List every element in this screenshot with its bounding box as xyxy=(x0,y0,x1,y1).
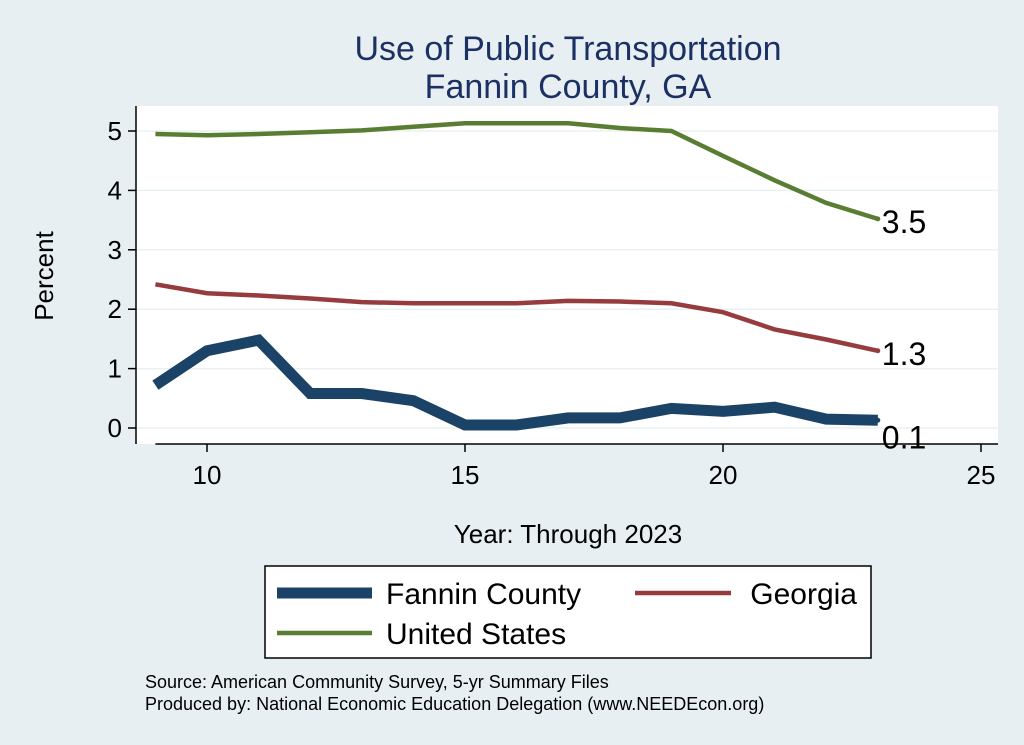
producer-note: Produced by: National Economic Education… xyxy=(145,694,764,714)
legend-label-georgia: Georgia xyxy=(750,578,857,611)
end-marker-fannin-county xyxy=(875,417,881,423)
legend-box xyxy=(264,565,872,659)
y-tick-label-2: 2 xyxy=(108,294,122,324)
series-line-fannin-county xyxy=(152,334,878,431)
y-tick-label-0: 0 xyxy=(108,413,122,443)
tick-labels: 0 1 2 3 4 5 10 15 20 25 xyxy=(108,116,996,490)
axes xyxy=(128,106,998,452)
end-marker-united-states xyxy=(875,216,881,222)
x-axis-label: Year: Through 2023 xyxy=(454,519,682,549)
y-tick-label-5: 5 xyxy=(108,116,122,146)
series-line-georgia xyxy=(155,282,879,353)
y-tick-label-4: 4 xyxy=(108,175,122,205)
end-marker-georgia xyxy=(875,348,881,354)
end-label-fannin-county: 0.1 xyxy=(882,419,926,455)
end-label-georgia: 1.3 xyxy=(882,336,926,372)
x-tick-label-20: 20 xyxy=(709,460,738,490)
plot-area xyxy=(136,106,998,444)
series-line-united-states xyxy=(155,121,879,222)
x-tick-label-10: 10 xyxy=(193,460,222,490)
end-label-united-states: 3.5 xyxy=(882,204,926,240)
series-lines xyxy=(152,121,881,431)
chart-title-line1: Use of Public Transportation xyxy=(354,30,781,68)
x-tick-label-25: 25 xyxy=(967,460,996,490)
y-axis-label: Percent xyxy=(29,230,59,320)
y-tick-label-3: 3 xyxy=(108,235,122,265)
source-note: Source: American Community Survey, 5-yr … xyxy=(145,672,609,692)
y-tick-label-1: 1 xyxy=(108,354,122,384)
end-labels: 3.5 1.3 0.1 xyxy=(882,204,926,455)
legend: Fannin County Georgia United States xyxy=(264,565,872,659)
legend-label-united-states: United States xyxy=(386,618,566,651)
x-tick-label-15: 15 xyxy=(451,460,480,490)
chart-title-line2: Fannin County, GA xyxy=(425,68,712,106)
legend-label-fannin-county: Fannin County xyxy=(386,578,581,611)
